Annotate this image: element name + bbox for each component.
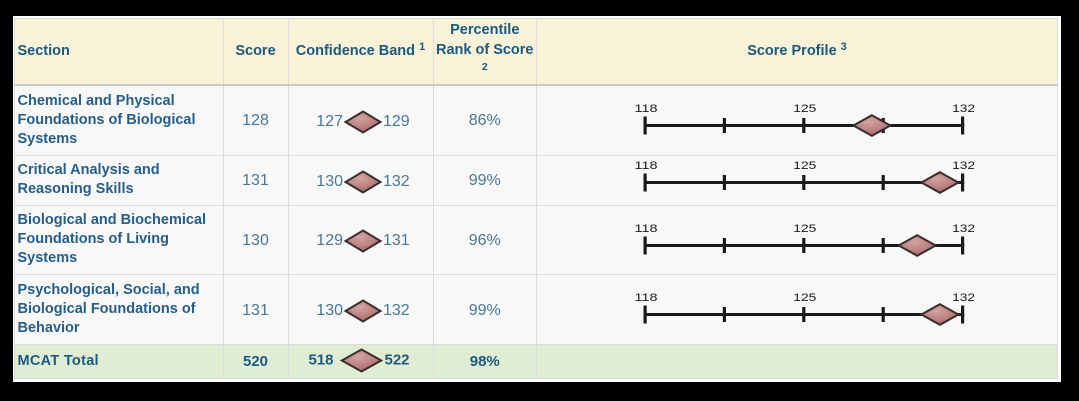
svg-text:132: 132 <box>952 103 974 115</box>
svg-text:125: 125 <box>793 103 816 115</box>
svg-text:125: 125 <box>793 160 816 172</box>
svg-text:118: 118 <box>635 292 658 304</box>
svg-text:132: 132 <box>952 292 974 304</box>
svg-text:118: 118 <box>635 223 658 235</box>
svg-text:125: 125 <box>793 223 816 235</box>
svg-text:132: 132 <box>952 223 974 235</box>
svg-text:125: 125 <box>793 292 816 304</box>
svg-text:132: 132 <box>952 160 974 172</box>
svg-text:118: 118 <box>635 103 658 115</box>
svg-text:118: 118 <box>635 160 658 172</box>
